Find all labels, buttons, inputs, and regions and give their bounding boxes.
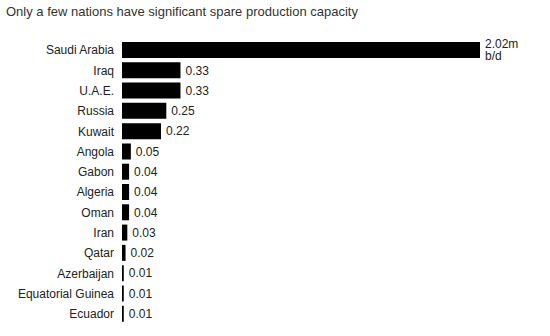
svg-text:Iran: Iran bbox=[93, 226, 114, 240]
svg-text:Ecuador: Ecuador bbox=[69, 307, 114, 321]
svg-text:Oman: Oman bbox=[81, 206, 114, 220]
svg-text:Equatorial Guinea: Equatorial Guinea bbox=[18, 287, 114, 301]
svg-text:0.04: 0.04 bbox=[134, 206, 158, 220]
svg-text:0.04: 0.04 bbox=[134, 185, 158, 199]
svg-text:0.05: 0.05 bbox=[136, 145, 160, 159]
svg-text:0.02: 0.02 bbox=[131, 246, 155, 260]
svg-text:Azerbaijan: Azerbaijan bbox=[57, 267, 114, 281]
svg-text:0.33: 0.33 bbox=[185, 64, 209, 78]
svg-text:U.A.E.: U.A.E. bbox=[79, 84, 114, 98]
html-text:Only a few nations have signif: Only a few nations have significant spar… bbox=[6, 4, 358, 19]
svg-text:0.04: 0.04 bbox=[134, 165, 158, 179]
svg-text:Kuwait: Kuwait bbox=[78, 125, 115, 139]
svg-text:0.03: 0.03 bbox=[132, 226, 156, 240]
svg-text:2.02mb/d: 2.02mb/d bbox=[485, 37, 518, 63]
svg-text:Angola: Angola bbox=[77, 145, 115, 159]
svg-text:0.25: 0.25 bbox=[171, 104, 195, 118]
svg-text:Iraq: Iraq bbox=[93, 64, 114, 78]
svg-text:0.01: 0.01 bbox=[129, 287, 153, 301]
svg-text:0.33: 0.33 bbox=[185, 84, 209, 98]
svg-text:Algeria: Algeria bbox=[77, 185, 115, 199]
svg-text:Qatar: Qatar bbox=[84, 246, 114, 260]
svg-text:Russia: Russia bbox=[77, 104, 114, 118]
svg-text:Gabon: Gabon bbox=[78, 165, 114, 179]
svg-text:0.22: 0.22 bbox=[166, 124, 190, 138]
svg-text:Saudi Arabia: Saudi Arabia bbox=[46, 43, 114, 57]
svg-text:0.01: 0.01 bbox=[129, 266, 153, 280]
svg-text:0.01: 0.01 bbox=[129, 307, 153, 321]
